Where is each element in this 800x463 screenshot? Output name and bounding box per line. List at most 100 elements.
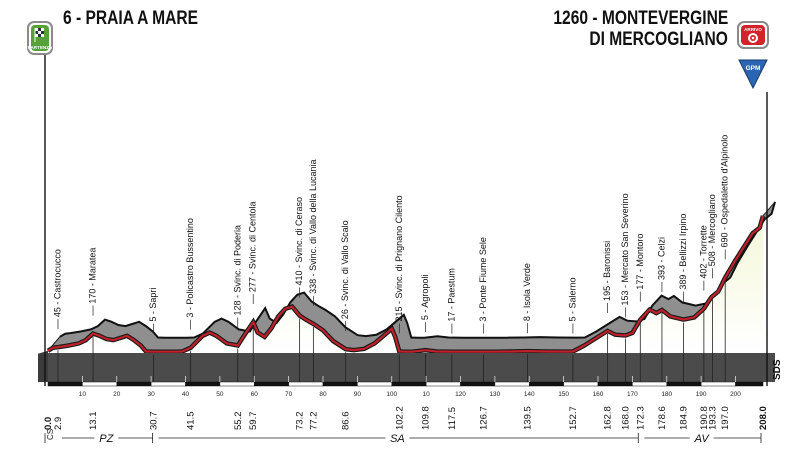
km-label: 208.0 xyxy=(758,406,769,430)
scale-segment xyxy=(494,381,530,387)
road-line xyxy=(47,215,765,353)
scale-tick-label: 170 xyxy=(627,391,638,398)
scale-segment xyxy=(632,381,667,387)
scale-tick-label: 30 xyxy=(148,391,156,398)
scale-segment xyxy=(82,381,117,387)
scale-segment xyxy=(288,381,324,387)
km-label: 162.8 xyxy=(603,406,614,430)
km-label: 168.0 xyxy=(621,406,632,430)
place-label: 128 - Svinc. di Poderia xyxy=(232,225,242,316)
place-label: 389 - Bellizzi Irpino xyxy=(678,214,688,290)
gpm-label: GPM xyxy=(746,65,761,72)
km-label: 59.7 xyxy=(248,412,259,431)
flag-square xyxy=(35,28,38,31)
scale-tick-label: 100 xyxy=(386,391,397,398)
scale-segment xyxy=(150,381,186,387)
place-label: 177 - Montoro xyxy=(635,234,645,290)
province-label: SA xyxy=(390,433,405,445)
place-label: 5 - Sapri xyxy=(148,288,158,322)
km-label: 41.5 xyxy=(186,412,197,431)
place-label: 508 - Mercogliano xyxy=(707,194,717,266)
profile-base-block xyxy=(48,353,775,382)
km-label: 13.1 xyxy=(88,412,99,431)
target-ring xyxy=(751,36,755,40)
province-label: AV xyxy=(694,433,711,445)
scale-tick-label: 140 xyxy=(524,391,535,398)
km-label: 102.2 xyxy=(394,406,405,430)
place-label: 153 - Mercato San Severino xyxy=(620,193,630,305)
scale-segment xyxy=(425,381,461,387)
checkered-flag-icon xyxy=(34,28,44,42)
profile-left-slab xyxy=(38,350,48,382)
finish-badge-label: ARRIVO xyxy=(744,27,762,32)
flag-square xyxy=(38,31,41,34)
sds-label: SDS xyxy=(772,359,783,380)
flag-square xyxy=(38,34,41,37)
finish-town-title-line1: 1260 - MONTEVERGINE xyxy=(553,8,728,29)
place-label: 17 - Paestum xyxy=(446,268,456,322)
scale-segment xyxy=(666,381,702,387)
flag-square xyxy=(35,34,38,37)
place-label: 393 - Celzi xyxy=(656,237,666,280)
scale-segment xyxy=(185,381,221,387)
scale-tick-label: 60 xyxy=(251,391,259,398)
km-label: 178.6 xyxy=(657,406,668,430)
scale-tick-label: 40 xyxy=(182,391,190,398)
place-label: 45 - Castrocucco xyxy=(52,249,62,317)
scale-segment xyxy=(391,381,427,387)
km-label: 77.2 xyxy=(308,412,319,431)
scale-segment xyxy=(254,381,289,387)
place-label: 690 - Ospedaletto d'Alpinolo xyxy=(720,135,730,248)
scale-segment xyxy=(529,381,564,387)
place-label: 195 - Baronissi xyxy=(602,241,612,301)
scale-tick-label: 90 xyxy=(354,391,362,398)
flag-square xyxy=(41,34,44,37)
flag-square xyxy=(41,31,44,34)
scale-tick-label: 10 xyxy=(79,391,87,398)
finish-target-icon xyxy=(748,33,758,43)
km-label: 172.3 xyxy=(635,406,646,430)
km-label: 193.3 xyxy=(707,406,718,430)
scale-tick-label: 150 xyxy=(558,391,569,398)
km-label: 126.7 xyxy=(479,406,490,430)
km-label: 152.7 xyxy=(568,406,579,430)
scale-tick-label: 160 xyxy=(593,391,604,398)
scale-segment xyxy=(357,381,392,387)
scale-tick-label: 70 xyxy=(285,391,293,398)
distance-scale: 10 20 30 40 50 60 70 80 90 100 10 120 130 140 150 160 17… xyxy=(47,376,764,398)
km-label: 0.0 xyxy=(43,417,54,430)
place-label: 277 - Svinc. di Centola xyxy=(248,202,258,293)
scale-tick-label: 80 xyxy=(319,391,327,398)
scale-segment xyxy=(597,381,633,387)
start-town-title: 6 - PRAIA A MARE xyxy=(63,8,199,29)
place-label: 26 - Svinc. di Vallo Scalo xyxy=(340,220,350,319)
scale-tick-label: 200 xyxy=(730,391,741,398)
km-label: 197.0 xyxy=(720,406,731,430)
scale-segment xyxy=(116,381,152,387)
km-label: 2.9 xyxy=(53,417,64,430)
profile-back-edge xyxy=(59,201,776,339)
place-label: 3 - Policastro Bussentino xyxy=(185,218,195,318)
province-label: PZ xyxy=(99,433,114,445)
scale-segment xyxy=(322,381,358,387)
start-badge-label: PARTENZA xyxy=(28,45,53,50)
scale-segment xyxy=(460,381,496,387)
place-label: 3 - Ponte Fiume Sele xyxy=(478,237,488,322)
finish-town-title-line2: DI MERCOGLIANO xyxy=(589,29,728,50)
flag-square xyxy=(41,28,44,31)
scale-tick-label: 120 xyxy=(455,391,466,398)
place-label: 170 - Maratea xyxy=(88,248,98,304)
place-label: 410 - Svinc. di Ceraso xyxy=(294,197,304,286)
bottom-axis: 0.02.9 13.1 30.7 41.5 55.2 59.7 73.2 77.2 86.6 10… xyxy=(43,359,783,445)
scale-segment xyxy=(563,381,599,387)
scale-segment xyxy=(219,381,255,387)
elevation-profile xyxy=(38,201,776,382)
km-label: 55.2 xyxy=(233,412,244,431)
place-label: 215 - Svinc. di Prignano Cilento xyxy=(394,195,404,321)
scale-segment xyxy=(47,381,83,387)
km-label: 73.2 xyxy=(295,412,306,431)
scale-tick-label: 180 xyxy=(661,391,672,398)
scale-segment xyxy=(735,381,764,387)
